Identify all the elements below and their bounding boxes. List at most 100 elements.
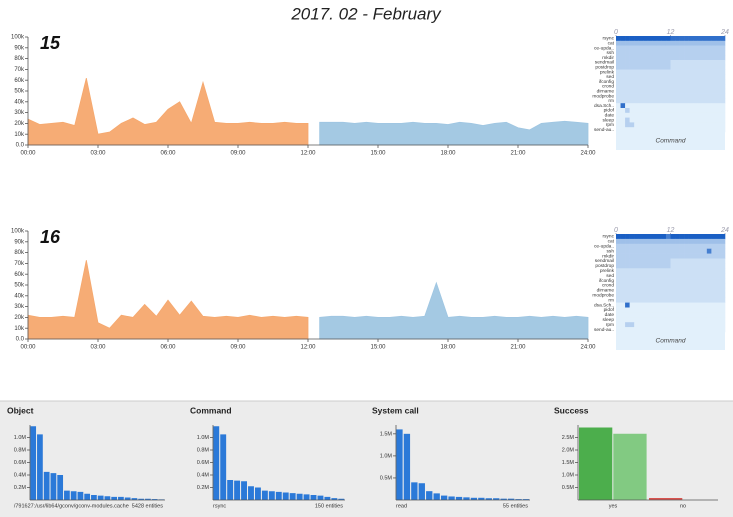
bar xyxy=(440,495,448,500)
x-tick-label: 21:00 xyxy=(510,151,526,157)
heat-cell xyxy=(625,127,630,133)
heat-cell xyxy=(620,258,626,264)
heat-cell xyxy=(643,64,649,70)
heat-cell xyxy=(656,234,662,240)
heat-cell xyxy=(656,122,662,128)
row-label: prelink xyxy=(600,69,615,75)
heat-cell xyxy=(702,297,708,303)
y-tick-label: 30k xyxy=(14,304,25,310)
heat-cell xyxy=(620,302,626,308)
heat-cell xyxy=(652,307,658,313)
heat-cell xyxy=(688,327,694,333)
heat-cell xyxy=(720,40,726,46)
heat-cell xyxy=(638,64,644,70)
heat-cell xyxy=(711,84,717,90)
heat-cell xyxy=(711,234,717,240)
heat-cell xyxy=(638,60,644,66)
heat-cell xyxy=(638,50,644,56)
bar xyxy=(227,480,234,500)
heat-cell xyxy=(715,297,721,303)
heat-cell xyxy=(688,248,694,254)
heat-cell xyxy=(679,268,685,274)
heat-cell xyxy=(688,50,694,56)
heat-cell xyxy=(625,243,630,249)
heat-cell xyxy=(656,263,662,269)
heat-cell xyxy=(652,258,658,264)
heat-cell xyxy=(661,98,667,104)
heat-cell xyxy=(656,117,662,123)
y-tick-label: 1.0M xyxy=(562,472,575,478)
heat-cell xyxy=(720,103,726,109)
row-label: rpm xyxy=(606,122,614,128)
heat-cell xyxy=(684,36,689,42)
heat-cell xyxy=(656,307,662,313)
bar xyxy=(91,495,97,500)
heat-cell xyxy=(711,317,717,323)
heat-cell xyxy=(688,36,694,42)
heat-cell xyxy=(643,45,649,51)
heat-cell xyxy=(625,112,630,118)
heat-cell xyxy=(652,45,658,51)
bar xyxy=(579,427,613,500)
heat-cell xyxy=(670,55,676,61)
heat-cell xyxy=(693,302,699,308)
heat-cell xyxy=(638,122,644,128)
heat-cell xyxy=(720,312,726,318)
heat-cell xyxy=(620,122,626,128)
x-tick-label: 18:00 xyxy=(440,345,456,351)
heat-cell xyxy=(656,98,662,104)
heat-cell xyxy=(702,258,708,264)
heat-cell xyxy=(647,283,653,289)
heat-cell xyxy=(638,307,644,313)
heat-cell xyxy=(661,317,667,323)
row-label: sed xyxy=(606,273,614,279)
bar xyxy=(426,491,433,500)
heat-cell xyxy=(661,253,667,259)
heat-cell xyxy=(634,292,640,298)
heat-cell xyxy=(670,36,676,42)
heat-cell xyxy=(706,248,712,254)
row-label: ssh xyxy=(607,50,615,56)
heat-cell xyxy=(643,93,649,99)
heat-cell xyxy=(679,55,685,61)
heat-cell xyxy=(720,84,726,90)
heat-cell xyxy=(675,45,680,51)
x-tick-label: 12 xyxy=(667,227,675,234)
heat-cell xyxy=(616,55,621,61)
heat-cell xyxy=(720,112,726,118)
row-label: dirname xyxy=(597,288,615,294)
heat-cell xyxy=(706,312,712,318)
heat-cell xyxy=(720,60,726,66)
heat-cell xyxy=(625,93,630,99)
heat-cell xyxy=(720,243,726,249)
bar xyxy=(254,487,261,500)
heat-cell xyxy=(688,278,694,284)
heat-cell xyxy=(638,127,644,133)
heat-cell xyxy=(670,243,676,249)
row-label: ifconfig xyxy=(599,79,615,85)
heat-cell xyxy=(661,69,667,75)
heat-cell xyxy=(625,88,630,94)
heat-cell xyxy=(652,327,658,333)
heat-cell xyxy=(661,93,667,99)
heat-cell xyxy=(656,302,662,308)
heat-cell xyxy=(665,278,671,284)
heat-cell xyxy=(688,317,694,323)
bar xyxy=(649,498,683,500)
heat-cell xyxy=(675,248,680,254)
y-tick-label: 60k xyxy=(14,272,25,278)
heat-cell xyxy=(702,88,708,94)
heat-cell xyxy=(693,40,699,46)
heat-cell xyxy=(688,40,694,46)
heat-cell xyxy=(638,112,644,118)
heat-cell xyxy=(693,327,699,333)
heat-cell xyxy=(629,287,635,294)
heat-cell xyxy=(656,268,662,274)
heat-cell xyxy=(656,248,662,254)
heat-cell xyxy=(647,45,653,51)
heat-cell xyxy=(675,307,680,313)
bar xyxy=(118,496,124,500)
heat-cell xyxy=(643,122,649,128)
heat-cell xyxy=(634,287,640,294)
heat-cell xyxy=(679,317,685,323)
